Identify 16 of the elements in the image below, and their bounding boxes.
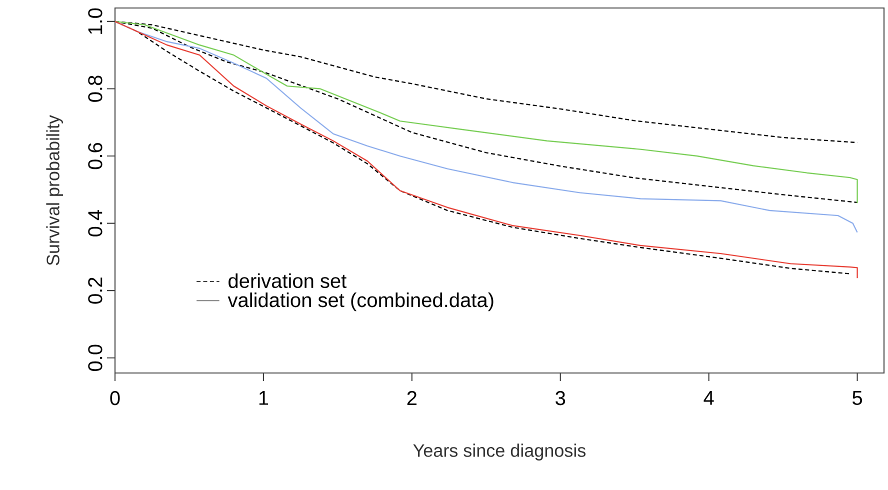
x-axis-title: Years since diagnosis bbox=[413, 444, 586, 460]
x-tick-label: 4 bbox=[704, 391, 714, 405]
x-tick-label: 3 bbox=[556, 391, 566, 406]
x-tick-label: 1 bbox=[259, 391, 268, 405]
x-tick-label: 2 bbox=[407, 391, 416, 406]
y-tick-label: 0.0 bbox=[88, 344, 102, 371]
y-tick-label: 0.4 bbox=[88, 210, 102, 236]
y-tick-label: 1.0 bbox=[88, 8, 102, 34]
y-tick-label: 0.6 bbox=[88, 142, 102, 170]
y-tick-label: 0.2 bbox=[88, 278, 102, 304]
y-axis-title: Survival probability bbox=[46, 115, 63, 266]
annotation: validation set (combined.data) bbox=[228, 292, 494, 312]
y-tick-label: 0.8 bbox=[88, 76, 102, 102]
x-tick-label: 5 bbox=[852, 391, 862, 405]
legend-label: derivation set bbox=[228, 273, 347, 288]
x-tick-label: 0 bbox=[110, 391, 120, 406]
